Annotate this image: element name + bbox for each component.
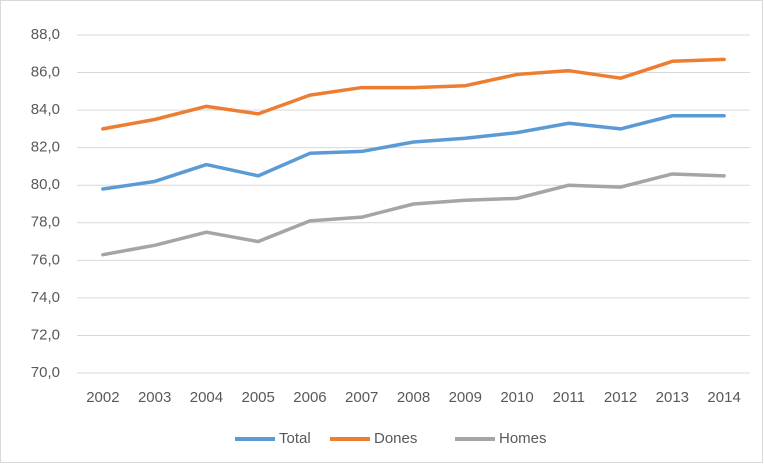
x-tick-label: 2005 [242, 389, 275, 406]
y-tick-label: 74,0 [31, 289, 60, 306]
y-tick-label: 82,0 [31, 139, 60, 156]
y-tick-label: 70,0 [31, 364, 60, 381]
y-tick-label: 80,0 [31, 176, 60, 193]
x-tick-label: 2008 [397, 389, 430, 406]
x-tick-label: 2011 [553, 389, 585, 406]
legend-label: Total [279, 430, 311, 447]
y-tick-label: 72,0 [31, 326, 60, 343]
legend-label: Dones [374, 430, 417, 447]
x-tick-label: 2013 [656, 389, 689, 406]
x-tick-label: 2006 [293, 389, 326, 406]
data-line [101, 172, 726, 257]
legend-label: Homes [499, 430, 547, 447]
x-tick-label: 2003 [138, 389, 171, 406]
data-line [101, 57, 726, 131]
x-tick-label: 2009 [449, 389, 482, 406]
y-tick-label: 76,0 [31, 251, 60, 268]
x-tick-label: 2004 [190, 389, 223, 406]
y-tick-label: 88,0 [31, 26, 60, 43]
data-line [101, 113, 726, 191]
y-tick-label: 86,0 [31, 64, 60, 81]
x-tick-label: 2007 [345, 389, 378, 406]
x-tick-label: 2012 [604, 389, 637, 406]
x-tick-label: 2010 [500, 389, 533, 406]
y-tick-label: 78,0 [31, 214, 60, 231]
x-tick-label: 2002 [86, 389, 119, 406]
x-tick-label: 2014 [707, 389, 740, 406]
y-tick-label: 84,0 [31, 101, 60, 118]
